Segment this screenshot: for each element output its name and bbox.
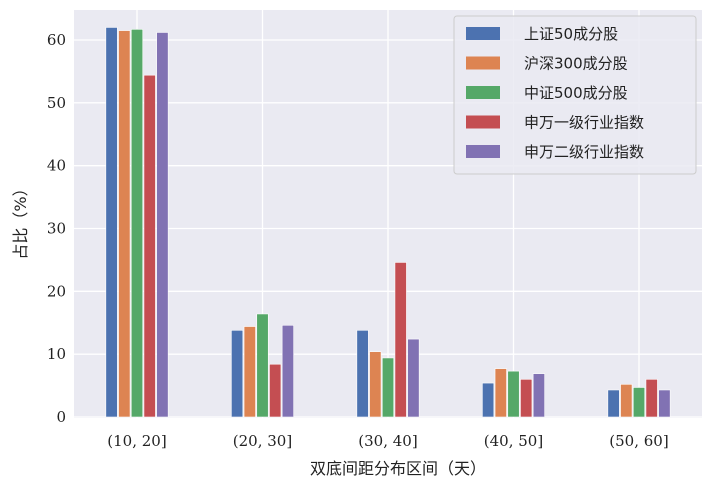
bar <box>118 30 131 418</box>
bar <box>520 378 533 418</box>
y-axis-label: 占比（%） <box>11 180 30 259</box>
x-axis-label: 双底间距分布区间（天） <box>310 459 486 478</box>
bar <box>143 74 156 418</box>
y-tick-label: 60 <box>47 31 66 49</box>
bar <box>407 338 420 418</box>
y-tick-label: 40 <box>47 157 66 175</box>
legend-swatch <box>466 115 500 129</box>
legend-label: 沪深300成分股 <box>524 55 628 73</box>
legend-swatch <box>466 145 500 158</box>
bar <box>231 329 244 418</box>
legend-label: 申万二级行业指数 <box>524 143 644 161</box>
bar <box>507 370 520 418</box>
bar <box>482 382 495 418</box>
bar <box>105 27 118 418</box>
y-tick-label: 20 <box>47 282 66 300</box>
bar <box>281 324 294 418</box>
y-tick-label: 0 <box>56 408 66 426</box>
bar <box>494 368 507 418</box>
bar <box>645 378 658 418</box>
y-tick-label: 50 <box>47 94 66 112</box>
bar <box>269 363 282 418</box>
bar <box>632 387 646 418</box>
bar <box>356 329 369 418</box>
legend-swatch <box>466 86 500 99</box>
legend-swatch <box>466 27 500 40</box>
x-tick-label: (30, 40] <box>358 432 417 450</box>
legend-box <box>453 15 697 175</box>
y-tick-label: 30 <box>47 220 66 238</box>
bar <box>381 357 395 418</box>
x-tick-label: (20, 30] <box>233 432 292 450</box>
bar <box>532 373 545 418</box>
bar <box>369 351 382 418</box>
bars <box>105 27 671 418</box>
legend-label: 上证50成分股 <box>524 25 618 43</box>
y-tick-label: 10 <box>47 345 66 363</box>
bar <box>156 32 169 418</box>
x-tick-labels: (10, 20] (20, 30] (30, 40] (40, 50] (50, 60] <box>107 432 668 450</box>
y-tick-labels: 0 10 20 30 40 50 60 <box>47 31 66 426</box>
x-tick-label: (50, 60] <box>609 432 668 450</box>
bar <box>620 384 633 418</box>
legend-label: 申万一级行业指数 <box>524 114 644 132</box>
bar <box>243 326 256 418</box>
legend-swatch <box>466 56 500 70</box>
x-tick-label: (40, 50] <box>484 432 543 450</box>
bar <box>256 313 269 418</box>
bar <box>394 262 407 418</box>
x-tick-label: (10, 20] <box>107 432 166 450</box>
legend-label: 中证500成分股 <box>524 84 628 102</box>
bar <box>607 389 620 418</box>
bar <box>130 29 144 418</box>
bar <box>658 389 671 418</box>
